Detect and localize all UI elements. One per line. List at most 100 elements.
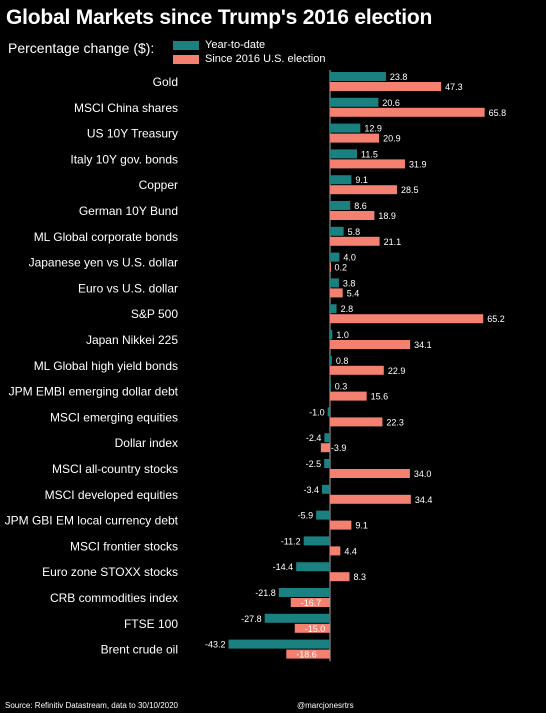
value-label-since-election: 20.9: [383, 134, 401, 144]
category-label: Dollar index: [115, 436, 178, 450]
value-label-since-election: 5.4: [347, 288, 360, 298]
category-label: JPM GBI EM local currency debt: [5, 514, 179, 528]
category-label: JPM EMBI emerging dollar debt: [9, 385, 179, 399]
category-label: Copper: [139, 178, 178, 192]
legend-item-ytd: Year-to-date: [173, 39, 265, 51]
bar-since-election: [330, 107, 485, 117]
value-label-ytd: 4.0: [343, 253, 356, 263]
category-label: CRB commodities index: [50, 591, 178, 605]
category-label: MSCI developed equities: [45, 488, 178, 502]
value-label-ytd: -27.8: [241, 614, 262, 624]
category-label: MSCI China shares: [74, 101, 178, 115]
bar-since-election: [330, 365, 384, 375]
chart-subtitle: Percentage change ($):: [8, 40, 155, 56]
value-label-ytd: -1.0: [309, 407, 325, 417]
value-label-since-election: 15.6: [371, 392, 389, 402]
bar-ytd: [322, 484, 330, 494]
category-label: S&P 500: [131, 307, 178, 321]
bar-since-election: [330, 185, 397, 195]
value-label-ytd: 11.5: [361, 149, 378, 159]
value-label-ytd: 0.8: [336, 356, 349, 366]
value-label-ytd: -3.4: [303, 485, 319, 495]
legend-swatch-since-election: [173, 54, 199, 64]
value-label-ytd: 9.1: [355, 175, 368, 185]
value-label-ytd: -5.9: [298, 511, 314, 521]
bar-since-election: [330, 159, 405, 169]
category-label: MSCI frontier stocks: [70, 539, 178, 553]
value-label-ytd: 0.3: [335, 382, 348, 392]
value-label-since-election: 34.4: [415, 495, 433, 505]
legend-item-since-election: Since 2016 U.S. election: [173, 53, 325, 65]
bar-ytd: [316, 510, 330, 520]
bar-ytd: [330, 97, 379, 107]
value-label-since-election: 31.9: [409, 159, 427, 169]
category-label: Euro zone STOXX stocks: [42, 565, 178, 579]
value-label-since-election: 34.1: [414, 340, 432, 350]
bar-ytd: [324, 459, 330, 468]
bar-ytd: [296, 562, 330, 572]
bar-since-election: [330, 288, 343, 298]
category-label: Italy 10Y gov. bonds: [70, 152, 178, 166]
bar-ytd: [330, 304, 337, 314]
chart-title: Global Markets since Trump's 2016 electi…: [6, 6, 433, 29]
bar-ytd: [330, 175, 352, 185]
value-label-ytd: -2.4: [306, 433, 322, 443]
value-label-ytd: -14.4: [273, 562, 294, 572]
value-label-ytd: 20.6: [382, 98, 400, 108]
category-label: FTSE 100: [124, 617, 178, 631]
category-label: ML Global corporate bonds: [34, 230, 178, 244]
value-label-ytd: -11.2: [281, 536, 301, 546]
value-label-ytd: 2.8: [341, 304, 354, 314]
legend-label-since-election: Since 2016 U.S. election: [205, 53, 326, 65]
bar-ytd: [330, 330, 333, 339]
bar-since-election: [330, 236, 380, 246]
bar-ytd: [228, 639, 330, 649]
value-label-since-election: -16.7: [301, 598, 322, 608]
value-label-since-election: 65.2: [487, 314, 505, 324]
value-label-since-election: 28.5: [401, 185, 419, 195]
bar-since-election: [330, 417, 383, 427]
bar-ytd: [330, 355, 332, 365]
bar-ytd: [330, 381, 331, 391]
category-label: Gold: [153, 75, 178, 89]
value-label-ytd: 3.8: [343, 278, 356, 288]
bar-since-election: [330, 546, 341, 556]
value-label-since-election: -3.9: [331, 443, 347, 453]
bar-since-election: [330, 520, 352, 530]
value-label-ytd: 1.0: [336, 330, 349, 340]
category-label: MSCI all-country stocks: [52, 462, 178, 476]
bar-ytd: [264, 613, 330, 623]
value-label-ytd: 5.8: [348, 227, 361, 237]
bar-since-election: [330, 469, 410, 478]
value-label-since-election: 22.3: [386, 417, 404, 427]
value-label-ytd: -43.2: [205, 640, 226, 650]
bar-ytd: [330, 149, 358, 159]
bar-ytd: [327, 407, 330, 417]
bar-since-election: [286, 649, 330, 659]
value-label-since-election: 65.8: [489, 108, 507, 118]
bar-since-election: [330, 314, 484, 324]
bar-since-election: [330, 262, 331, 272]
bar-ytd: [330, 226, 344, 236]
bar-ytd: [330, 72, 386, 81]
bar-ytd: [330, 201, 351, 210]
bar-since-election: [294, 623, 330, 633]
value-label-since-election: -18.6: [296, 650, 317, 660]
value-label-since-election: 0.2: [334, 263, 347, 273]
value-label-since-election: 4.4: [344, 546, 357, 556]
category-label: German 10Y Bund: [79, 204, 178, 218]
value-label-since-election: 8.3: [354, 572, 367, 582]
bar-since-election: [330, 494, 411, 504]
value-label-ytd: 8.6: [354, 201, 367, 211]
bar-since-election: [330, 391, 367, 401]
bar-ytd: [278, 588, 330, 597]
category-label: US 10Y Treasury: [87, 127, 178, 141]
bar-ytd: [324, 433, 330, 443]
bar-ytd: [330, 252, 340, 262]
value-label-ytd: 23.8: [390, 72, 408, 82]
bar-since-election: [330, 82, 442, 91]
bar-since-election: [330, 340, 411, 349]
bar-since-election: [330, 572, 350, 582]
bar-since-election: [330, 211, 375, 220]
